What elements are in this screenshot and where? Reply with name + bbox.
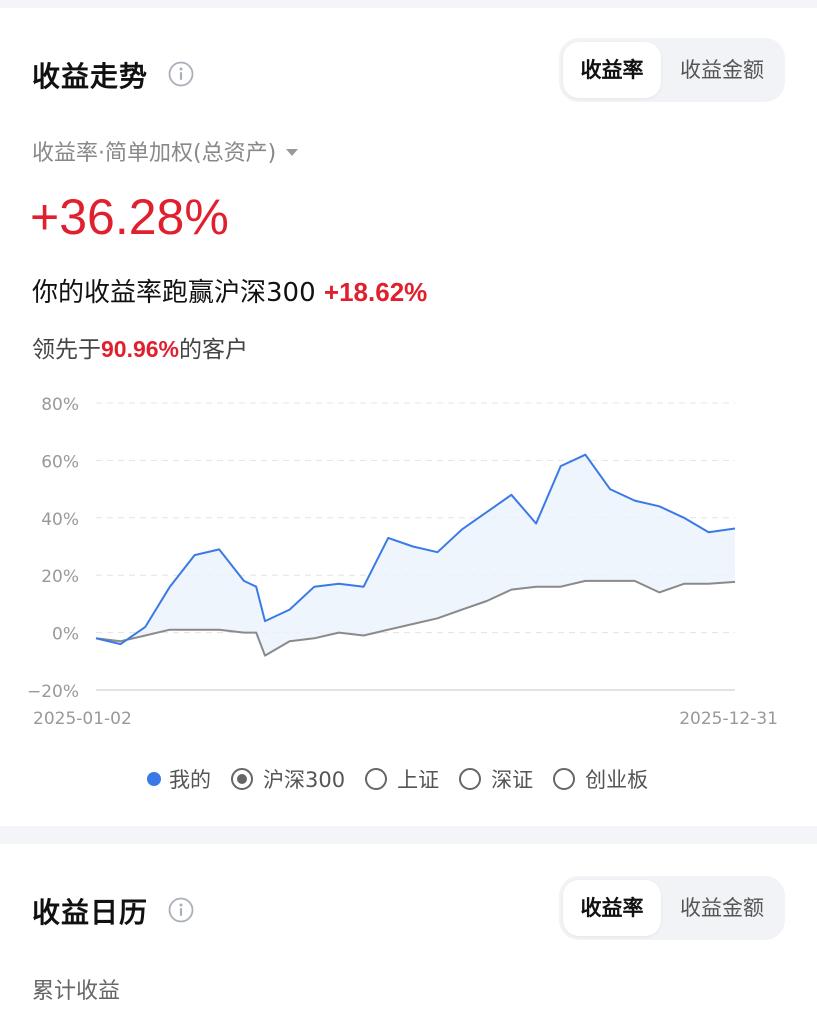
cumulative-label: 累计收益 [32, 979, 121, 1004]
return-chart[interactable]: 80% 60% 40% 20% 0% −20% 2025-01-02 2025-12-31 [0, 383, 817, 733]
y-tick-label: 0% [52, 625, 79, 645]
lead-suffix: 的客户 [179, 337, 249, 363]
legend-label: 我的 [169, 768, 211, 792]
x-tick-label: 2025-12-31 [679, 709, 778, 729]
compare-value: +18.62% [323, 277, 428, 307]
excess-return-area [96, 454, 735, 656]
mine-dot-icon [147, 772, 161, 786]
compare-text: 你的收益率跑赢沪深300 [32, 278, 316, 308]
chevron-down-icon [286, 148, 299, 156]
lead-prefix: 领先于 [32, 337, 101, 363]
return-value: +36.28% [30, 189, 229, 245]
radio-icon[interactable] [553, 768, 576, 790]
trend-segmented-control: 收益率 收益金额 [559, 38, 785, 102]
y-tick-label: −20% [27, 682, 79, 702]
trend-title: 收益走势 [32, 60, 149, 93]
legend-label: 沪深300 [263, 768, 346, 792]
x-tick-label: 2025-01-02 [33, 709, 132, 729]
y-tick-label: 20% [41, 567, 79, 587]
percentile-rank: 领先于90.96%的客户 [32, 330, 248, 364]
legend-label: 深证 [491, 768, 534, 792]
radio-icon[interactable] [459, 768, 482, 790]
y-tick-label: 60% [41, 452, 79, 472]
series-line-hs300 [95, 579, 736, 657]
chart-legend: 我的 沪深300 上证 深证 创业板 [147, 764, 668, 794]
info-icon[interactable] [168, 61, 194, 87]
tab-return-rate[interactable]: 收益率 [563, 42, 661, 98]
radio-selected-icon[interactable] [231, 768, 253, 790]
legend-label: 创业板 [585, 768, 649, 792]
radio-icon[interactable] [365, 768, 388, 790]
legend-item-shenzhen[interactable]: 深证 [459, 764, 533, 794]
info-icon[interactable] [168, 897, 194, 923]
metric-selector-label: 收益率·简单加权(总资产) [32, 141, 277, 166]
legend-item-chinext[interactable]: 创业板 [553, 764, 648, 794]
lead-value: 90.96% [101, 336, 180, 362]
y-tick-label: 80% [41, 395, 79, 415]
calendar-segmented-control: 收益率 收益金额 [559, 876, 785, 940]
y-tick-label: 40% [41, 510, 79, 530]
tab-return-amount[interactable]: 收益金额 [680, 896, 764, 920]
legend-item-mine: 我的 [147, 764, 211, 794]
trend-card: 收益走势 收益率 收益金额 收益率·简单加权(总资产) +36.28% 你的收益… [0, 8, 817, 826]
legend-label: 上证 [397, 768, 440, 792]
series-line-mine [95, 453, 736, 646]
benchmark-comparison: 你的收益率跑赢沪深300 +18.62% [32, 272, 427, 309]
metric-selector[interactable]: 收益率·简单加权(总资产) [32, 135, 299, 167]
legend-item-hs300[interactable]: 沪深300 [231, 764, 345, 794]
tab-return-amount[interactable]: 收益金额 [680, 58, 764, 82]
calendar-card: 收益日历 收益率 收益金额 [0, 844, 817, 1024]
calendar-title: 收益日历 [32, 896, 149, 929]
tab-return-rate[interactable]: 收益率 [563, 880, 661, 936]
legend-item-shanghai[interactable]: 上证 [365, 764, 439, 794]
